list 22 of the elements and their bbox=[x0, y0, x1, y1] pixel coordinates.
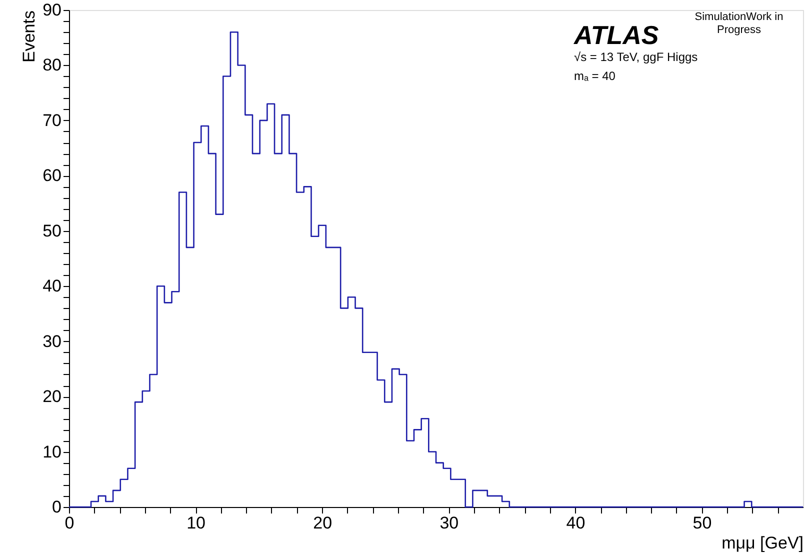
y-tick-label: 20 bbox=[42, 387, 62, 406]
y-tick-label: 60 bbox=[42, 166, 62, 186]
y-tick-label: 40 bbox=[42, 276, 62, 296]
x-tick-label: 50 bbox=[692, 514, 712, 532]
x-tick-label: 30 bbox=[440, 514, 459, 532]
y-tick-label: 50 bbox=[42, 221, 62, 240]
annotation: ATLAS bbox=[573, 20, 660, 50]
x-tick-label: 20 bbox=[313, 514, 332, 532]
y-tick-label: 70 bbox=[42, 110, 62, 130]
y-tick-label: 90 bbox=[42, 0, 62, 20]
y-tick-label: 30 bbox=[42, 332, 62, 351]
annotation: mₐ = 40 bbox=[574, 69, 616, 83]
y-tick-label: 80 bbox=[42, 56, 62, 75]
x-tick-label: 10 bbox=[186, 514, 206, 532]
annotation: √s = 13 TeV, ggF Higgs bbox=[574, 50, 698, 64]
x-axis-title: mμμ [GeV] bbox=[722, 534, 804, 552]
x-tick-label: 40 bbox=[566, 514, 586, 532]
y-axis-title: Events bbox=[20, 10, 39, 62]
annotation: SimulationWork in Progress bbox=[694, 11, 784, 36]
x-tick-label: 0 bbox=[64, 514, 74, 532]
y-tick-label: 10 bbox=[42, 442, 62, 462]
y-tick-label: 0 bbox=[52, 498, 62, 516]
